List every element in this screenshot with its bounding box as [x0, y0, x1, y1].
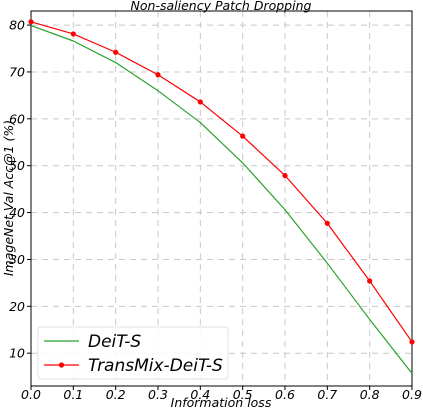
x-tick-label: 0.0: [21, 387, 41, 402]
series-line-transmix-deit-s: [30, 21, 413, 343]
x-tick-label: 0.9: [402, 387, 422, 402]
series-layer: [28, 19, 415, 374]
x-tick-label: 0.5: [233, 387, 253, 402]
y-tick-label: 40: [9, 205, 25, 220]
y-tick-label: 10: [9, 346, 25, 361]
legend-label-transmix-deit-s: TransMix-DeiT-S: [88, 356, 223, 376]
y-tick-label: 50: [9, 158, 25, 173]
y-tick-label: 80: [9, 18, 25, 33]
legend: DeiT-S TransMix-DeiT-S: [37, 326, 229, 380]
data-point-transmix-deit-s: [28, 19, 34, 25]
data-point-transmix-deit-s: [324, 220, 330, 226]
x-tick-label: 0.3: [148, 387, 168, 402]
x-tick-label: 0.7: [317, 387, 337, 402]
data-point-transmix-deit-s: [197, 99, 203, 105]
axis-ticks: 0.0 0.1 0.2 0.3 0.4 0.5 0.6 0.7 0.8 0.9 10 20 30 40 50…: [9, 18, 422, 402]
x-tick-label: 0.4: [190, 387, 210, 402]
x-tick-label: 0.2: [106, 387, 126, 402]
y-tick-label: 20: [9, 299, 25, 314]
y-tick-label: 70: [9, 64, 25, 79]
x-tick-label: 0.6: [275, 387, 295, 402]
data-point-transmix-deit-s: [70, 31, 76, 37]
x-tick-label: 0.1: [63, 387, 83, 402]
data-point-transmix-deit-s: [409, 339, 415, 345]
legend-box: [37, 326, 229, 380]
series-line-deit-s: [30, 24, 413, 374]
chart-title: Non-saliency Patch Dropping: [131, 0, 312, 13]
legend-marker-transmix-deit-s: [58, 362, 65, 368]
y-axis-label: ImageNet Val Acc@1 (%): [1, 120, 16, 276]
data-point-transmix-deit-s: [113, 49, 119, 55]
legend-label-deit-s: DeiT-S: [88, 332, 141, 352]
data-point-transmix-deit-s: [155, 72, 161, 78]
plot-area-frame: [30, 10, 413, 387]
y-tick-label: 60: [9, 111, 25, 126]
data-point-transmix-deit-s: [367, 278, 373, 284]
x-tick-label: 0.8: [360, 387, 380, 402]
x-axis-label: Information loss: [171, 395, 272, 410]
data-point-transmix-deit-s: [240, 133, 246, 139]
y-tick-label: 30: [9, 252, 25, 267]
data-point-transmix-deit-s: [282, 172, 288, 179]
